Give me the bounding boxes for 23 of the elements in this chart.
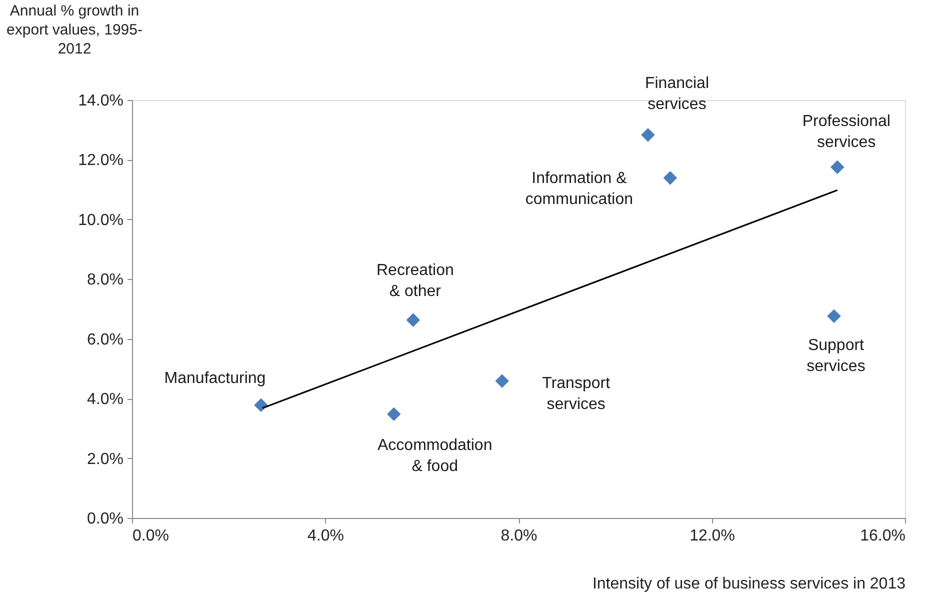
y-axis-title: Annual % growth in export values, 1995- 2012 xyxy=(6,2,142,58)
annotation: Support services xyxy=(806,337,866,376)
annotation: Professional services xyxy=(802,113,890,152)
annotation: Transport services xyxy=(542,374,611,413)
x-tick-label: 8.0% xyxy=(500,528,538,544)
y-tick-label: 10.0% xyxy=(78,212,124,229)
y-tick-label: 2.0% xyxy=(87,450,124,468)
x-tick-label: 16.0% xyxy=(860,528,906,544)
y-tick-label: 8.0% xyxy=(87,272,124,289)
annotation: Accommodation & food xyxy=(377,437,492,476)
annotation: Manufacturing xyxy=(164,370,266,388)
annotation: Financial services xyxy=(644,74,709,113)
y-tick-label: 12.0% xyxy=(78,152,124,170)
x-tick-label: 4.0% xyxy=(308,528,344,544)
x-tick-label: 0.0% xyxy=(132,528,169,544)
y-tick-label: 6.0% xyxy=(87,331,124,348)
y-tick-label: 14.0% xyxy=(78,92,124,110)
x-axis-title: Intensity of use of business services in 2013 xyxy=(592,576,906,592)
annotation: Recreation & other xyxy=(376,262,454,300)
y-tick-label: 0.0% xyxy=(87,510,124,528)
x-tick-label: 12.0% xyxy=(690,528,735,544)
annotation: Information & communication xyxy=(525,170,634,208)
y-tick-label: 4.0% xyxy=(87,391,124,408)
